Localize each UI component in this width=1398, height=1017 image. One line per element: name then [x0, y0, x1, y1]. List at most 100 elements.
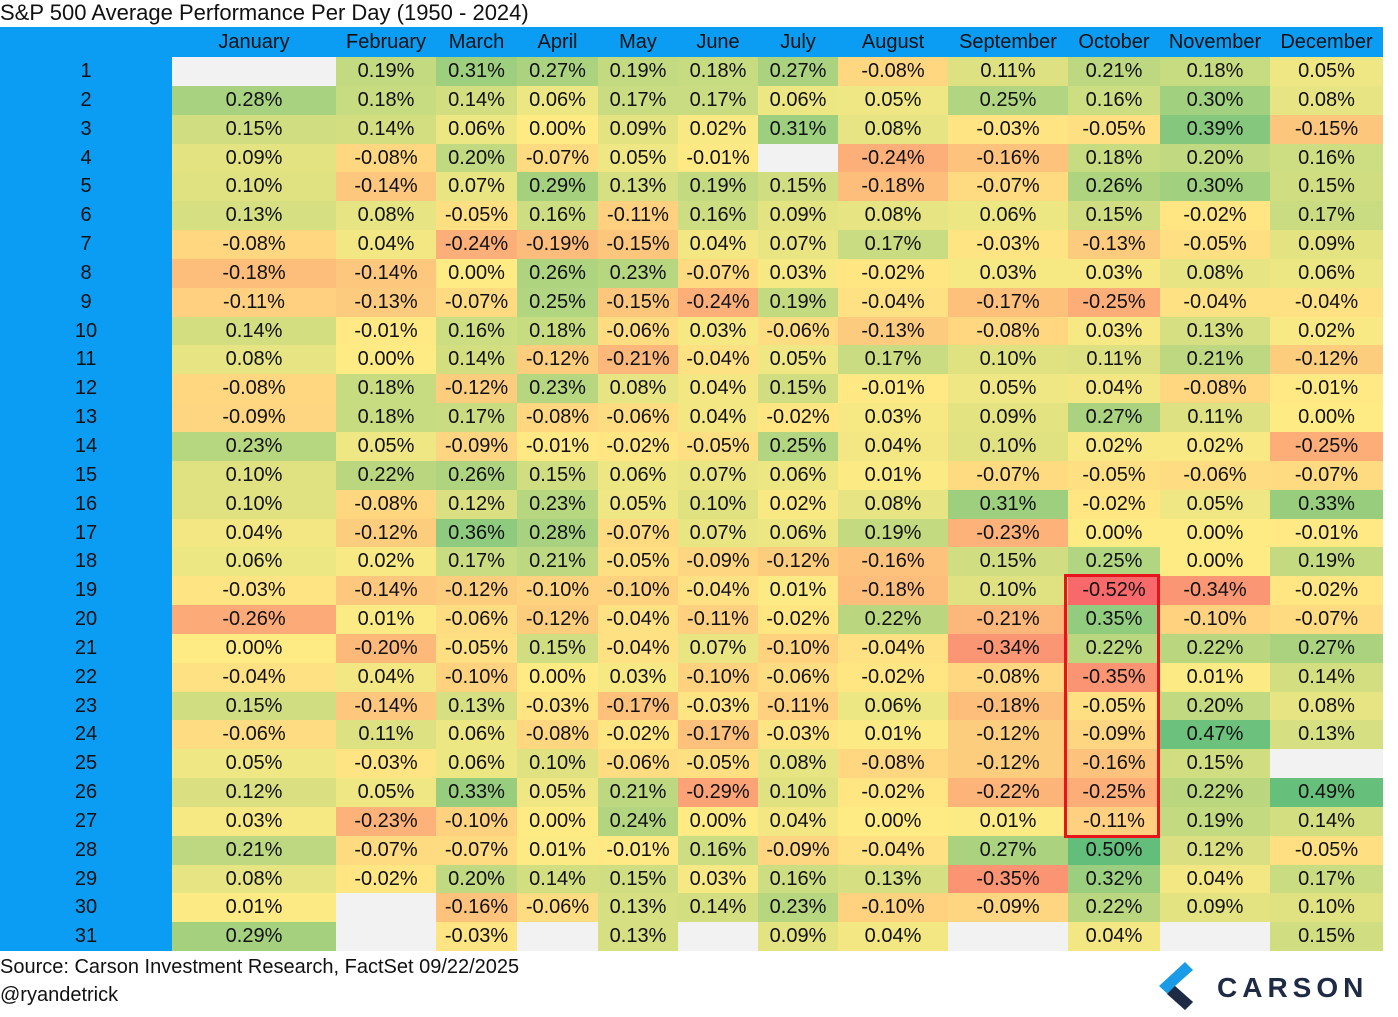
heat-cell: -0.05% [436, 633, 517, 663]
heat-cell: 0.00% [1160, 547, 1270, 577]
heat-cell: 0.31% [948, 489, 1068, 519]
day-label: 28 [0, 835, 172, 865]
table-row: 19 -0.03% -0.14% -0.12% -0.10% -0.10% -0.04% 0.… [0, 576, 1383, 606]
heat-cell: -0.12% [948, 749, 1068, 779]
heat-cell: 0.05% [1160, 489, 1270, 519]
heat-cell: 0.15% [758, 172, 838, 202]
heat-cell: -0.13% [838, 316, 948, 346]
heat-cell: -0.34% [1160, 576, 1270, 606]
day-label: 23 [0, 691, 172, 721]
day-label: 31 [0, 922, 172, 952]
heat-cell: 0.14% [1270, 662, 1383, 692]
heat-cell: 0.23% [517, 374, 598, 404]
heat-cell: 0.01% [838, 460, 948, 490]
heat-cell: 0.06% [838, 691, 948, 721]
heat-cell: -0.05% [678, 749, 758, 779]
table-row: 12 -0.08% 0.18% -0.12% 0.23% 0.08% 0.04% 0.15% -… [0, 374, 1383, 404]
heat-cell: -0.02% [1160, 201, 1270, 231]
heat-cell: 0.15% [1270, 922, 1383, 952]
heat-cell: 0.05% [172, 749, 336, 779]
heat-cell: 0.04% [172, 518, 336, 548]
heat-cell: 0.27% [758, 57, 838, 86]
heat-cell: -0.14% [336, 576, 436, 606]
heat-cell: 0.04% [336, 230, 436, 259]
heat-cell: 0.06% [948, 201, 1068, 231]
heat-cell: -0.04% [598, 605, 678, 634]
heat-cell [1160, 922, 1270, 952]
heat-cell: -0.12% [436, 374, 517, 404]
heat-cell: 0.02% [1068, 431, 1160, 461]
heat-cell: 0.23% [172, 431, 336, 461]
heat-cell: -0.52% [1068, 576, 1160, 606]
table-row: 26 0.12% 0.05% 0.33% 0.05% 0.21% -0.29% 0.10% -0… [0, 778, 1383, 807]
heat-cell: -0.05% [1270, 835, 1383, 865]
heat-cell: 0.09% [758, 922, 838, 952]
table-row: 3 0.15% 0.14% 0.06% 0.00% 0.09% 0.02% 0.31% 0.08… [0, 114, 1383, 144]
heat-cell: 0.31% [758, 114, 838, 144]
heat-cell: 0.13% [598, 922, 678, 952]
heat-cell: -0.09% [436, 431, 517, 461]
day-label: 29 [0, 864, 172, 894]
heat-cell: -0.07% [436, 287, 517, 317]
heat-cell: 0.12% [1160, 835, 1270, 865]
heat-cell: 0.00% [517, 662, 598, 692]
heat-cell: -0.23% [948, 518, 1068, 548]
heat-cell: 0.00% [1068, 518, 1160, 548]
heat-cell: -0.19% [517, 230, 598, 259]
heat-cell: 0.31% [436, 57, 517, 86]
heat-cell: -0.25% [1068, 287, 1160, 317]
column-header-july: July [780, 31, 816, 53]
heat-cell: -0.11% [1068, 806, 1160, 836]
table-row: 5 0.10% -0.14% 0.07% 0.29% 0.13% 0.19% 0.15% -0.… [0, 172, 1383, 202]
heat-cell: 0.15% [517, 460, 598, 490]
heat-cell: -0.02% [336, 864, 436, 894]
heat-cell: 0.01% [948, 806, 1068, 836]
heat-cell: -0.07% [517, 143, 598, 173]
table-row: 28 0.21% -0.07% -0.07% 0.01% -0.01% 0.16% -0.09… [0, 835, 1383, 865]
heat-cell: 0.27% [1270, 633, 1383, 663]
heat-cell: -0.17% [948, 287, 1068, 317]
heat-cell: 0.20% [1160, 143, 1270, 173]
heat-cell: -0.04% [678, 345, 758, 375]
heat-cell: 0.14% [1270, 806, 1383, 836]
heat-cell: 0.04% [1068, 374, 1160, 404]
heat-cell: 0.05% [598, 143, 678, 173]
heat-cell: -0.04% [1270, 287, 1383, 317]
heat-cell: -0.04% [678, 576, 758, 606]
heat-cell: -0.11% [172, 287, 336, 317]
heat-cell: -0.02% [598, 431, 678, 461]
table-row: 13 -0.09% 0.18% 0.17% -0.08% -0.06% 0.04% -0.02… [0, 403, 1383, 432]
heat-cell: 0.10% [172, 489, 336, 519]
heat-cell: 0.03% [948, 258, 1068, 288]
heat-cell: 0.02% [1160, 431, 1270, 461]
logo-text: CARSON [1217, 972, 1369, 1003]
heat-cell: -0.17% [598, 691, 678, 721]
day-label: 19 [0, 576, 172, 606]
heat-cell: 0.22% [838, 605, 948, 634]
heat-cell: 0.01% [838, 720, 948, 750]
table-row: 21 0.00% -0.20% -0.05% 0.15% -0.04% 0.07% -0.10… [0, 633, 1383, 663]
day-label: 4 [0, 143, 172, 173]
heat-cell [172, 57, 336, 86]
heat-cell: 0.09% [172, 143, 336, 173]
heat-cell: 0.00% [1270, 403, 1383, 432]
heat-cell: -0.12% [758, 547, 838, 577]
heat-cell: -0.08% [336, 143, 436, 173]
day-label: 24 [0, 720, 172, 750]
heat-cell: 0.17% [1270, 864, 1383, 894]
heat-cell: -0.16% [436, 893, 517, 923]
column-header-september: September [959, 31, 1057, 53]
heat-cell: 0.05% [336, 778, 436, 807]
heat-cell: -0.01% [1270, 518, 1383, 548]
day-label: 12 [0, 374, 172, 404]
heat-cell: 0.14% [436, 85, 517, 115]
heat-cell: 0.03% [758, 258, 838, 288]
heat-cell [336, 922, 436, 952]
heat-cell: -0.10% [517, 576, 598, 606]
chart-title: S&P 500 Average Performance Per Day (195… [0, 0, 529, 25]
heat-cell: -0.05% [598, 547, 678, 577]
heat-cell: -0.08% [948, 316, 1068, 346]
heat-cell: 0.15% [172, 691, 336, 721]
heat-cell: 0.15% [1068, 201, 1160, 231]
heat-cell: -0.03% [948, 230, 1068, 259]
